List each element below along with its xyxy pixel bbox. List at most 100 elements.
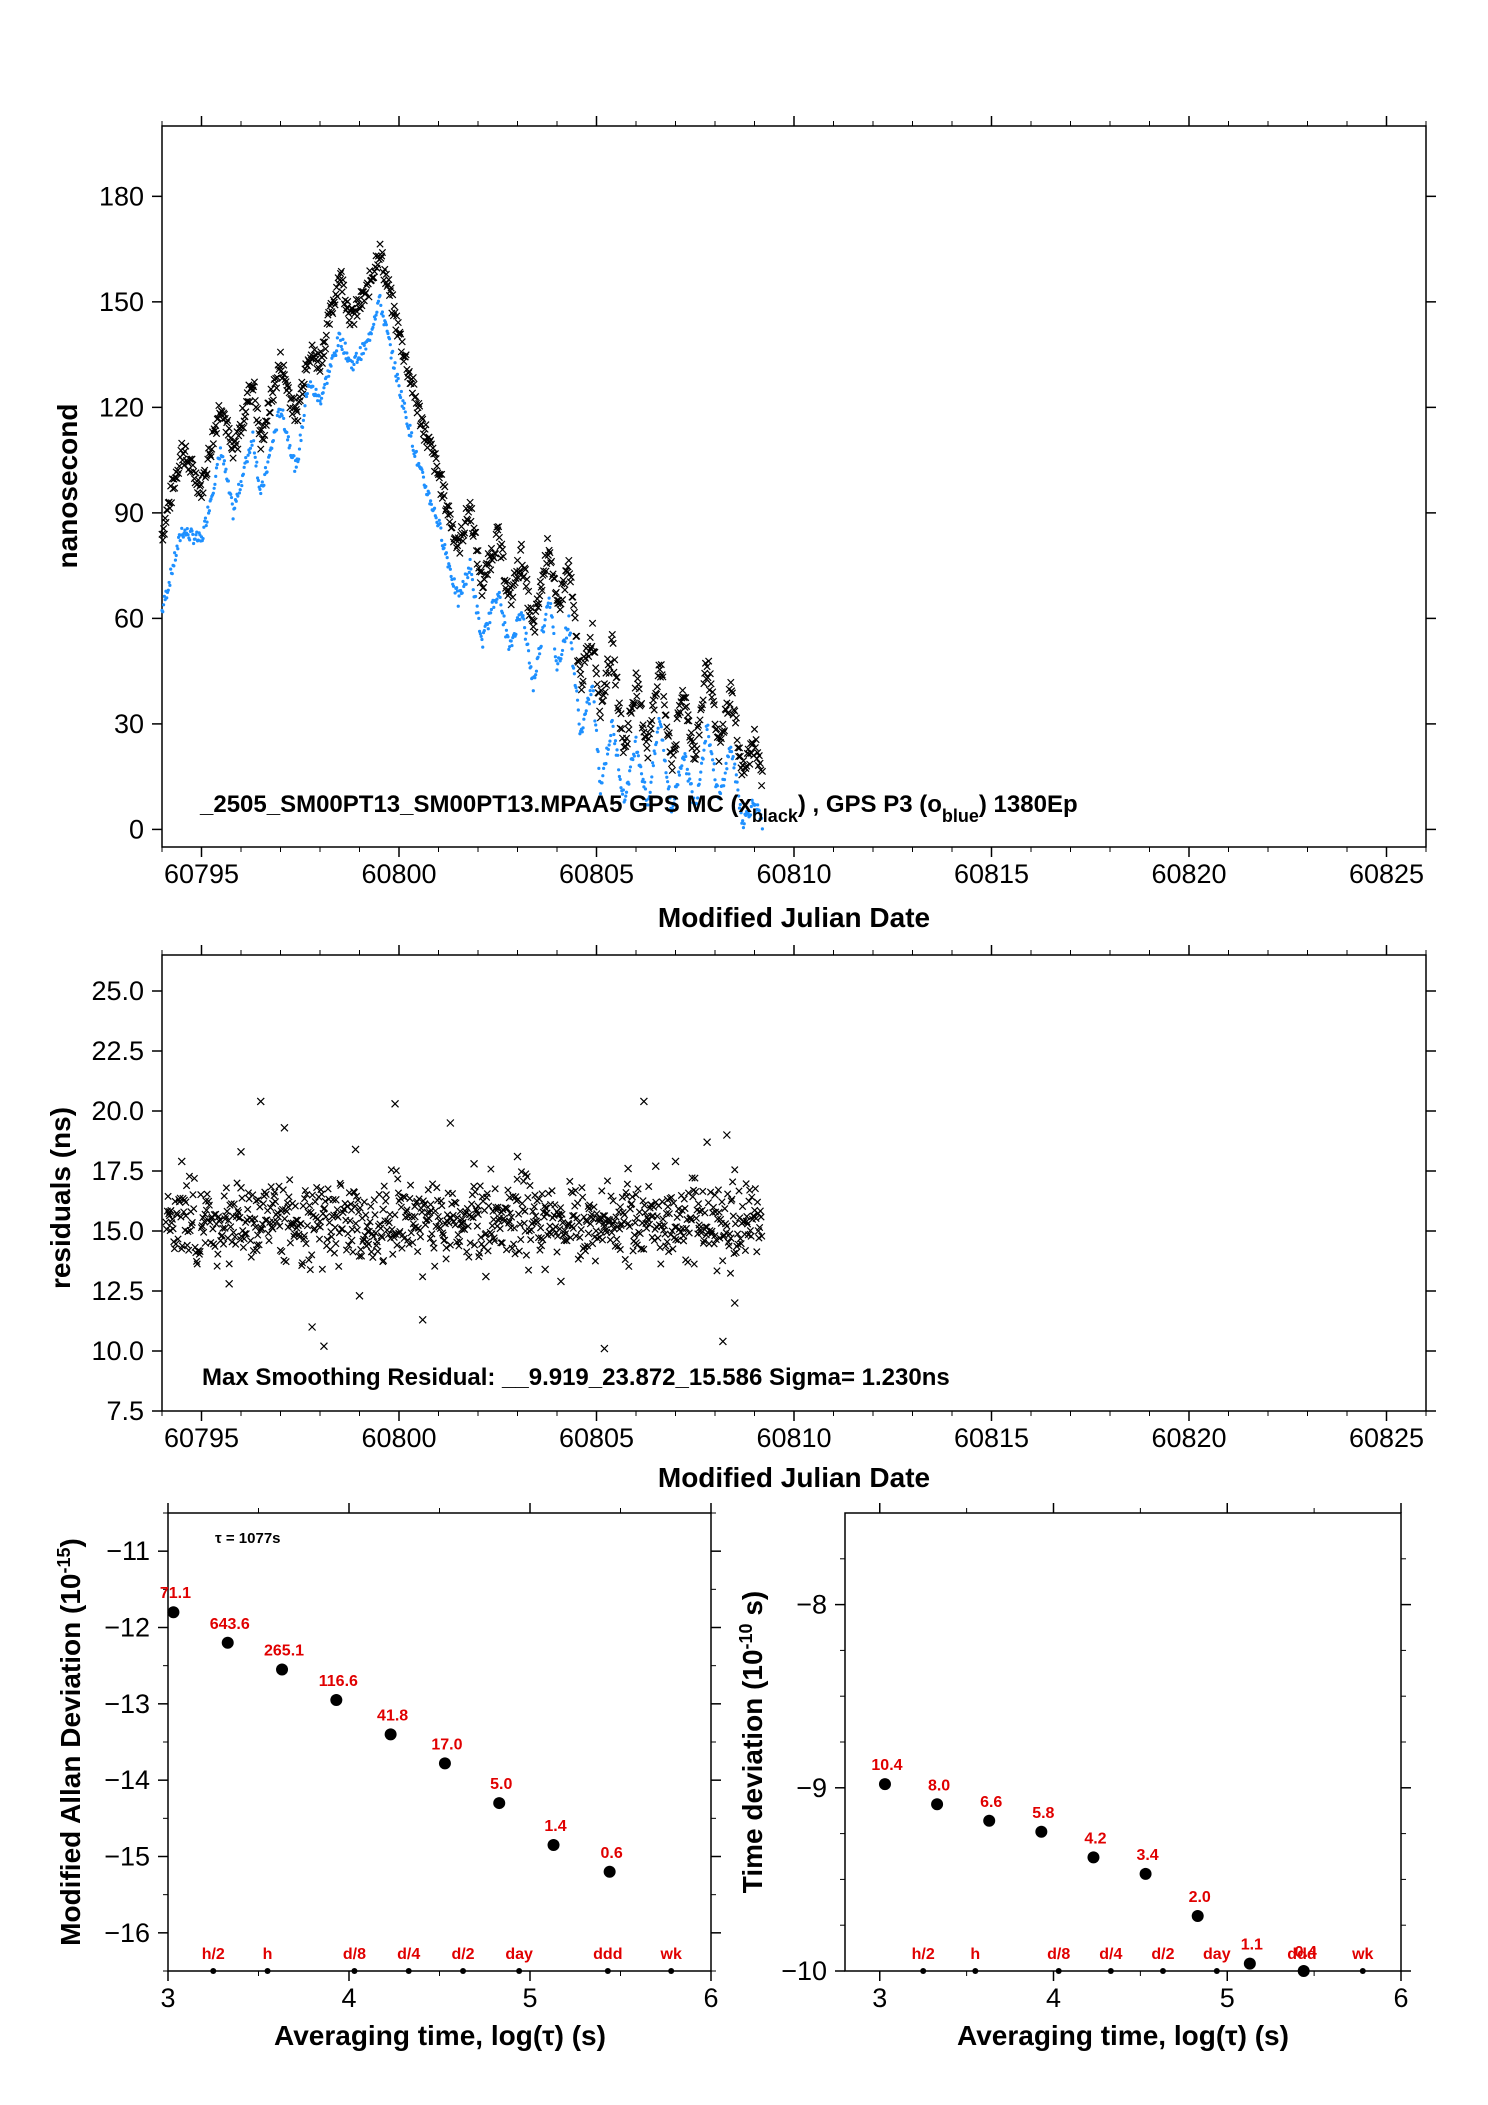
residual-point xyxy=(692,1214,700,1222)
phase-point-gps-p3 xyxy=(647,795,652,799)
phase-point-gps-p3 xyxy=(559,657,563,661)
phase-point-gps-mc xyxy=(592,664,600,672)
phase-point-gps-mc xyxy=(644,754,652,762)
phase-point-gps-mc xyxy=(668,766,676,775)
residual-point xyxy=(241,1230,249,1238)
phase-point-gps-p3 xyxy=(486,627,490,631)
phase-point-gps-p3 xyxy=(604,761,608,766)
residual-point xyxy=(484,1247,492,1255)
residuals-ticks xyxy=(152,945,1436,1421)
phase-point-gps-p3 xyxy=(471,588,475,592)
tdev-y-axis-title: Time deviation (10-10 s) xyxy=(736,1591,768,1894)
phase-point-gps-p3 xyxy=(548,605,552,609)
phase-point-gps-p3 xyxy=(551,625,555,629)
phase-point-gps-mc xyxy=(483,571,492,579)
residual-point xyxy=(254,1231,262,1239)
residual-point xyxy=(330,1211,338,1219)
residual-point xyxy=(687,1216,696,1224)
phase-point-gps-mc xyxy=(622,734,631,742)
phase-point-gps-p3 xyxy=(568,631,573,635)
phase-point-gps-p3 xyxy=(329,364,333,368)
residual-point xyxy=(308,1191,317,1199)
phase-point-gps-mc xyxy=(269,396,278,404)
phase-point-gps-mc xyxy=(675,701,684,710)
phase-point-gps-p3 xyxy=(646,803,650,807)
phase-point-gps-p3 xyxy=(593,719,597,723)
residual-point xyxy=(253,1241,261,1249)
residual-point xyxy=(421,1200,429,1208)
phase-point-gps-mc xyxy=(162,518,170,527)
residual-point xyxy=(416,1226,424,1235)
phase-point-gps-p3 xyxy=(374,313,378,317)
phase-point-gps-mc xyxy=(507,601,515,609)
phase-point-gps-mc xyxy=(728,689,737,697)
phase-point-gps-p3 xyxy=(215,462,219,467)
residual-point xyxy=(271,1188,279,1196)
phase-x-tick-label: 60800 xyxy=(361,859,436,889)
residual-point xyxy=(303,1221,312,1230)
phase-point-gps-p3 xyxy=(181,535,185,539)
phase-point-gps-p3 xyxy=(214,466,219,470)
phase-point-gps-p3 xyxy=(589,692,593,697)
phase-point-gps-p3 xyxy=(308,380,313,384)
phase-point-gps-p3 xyxy=(411,448,415,452)
mdev-tau-label: τ = 1077s xyxy=(215,1530,281,1547)
residual-point xyxy=(449,1211,457,1220)
mdev-point-label: 41.8 xyxy=(377,1707,408,1724)
phase-point-gps-p3 xyxy=(214,474,218,478)
residual-point xyxy=(662,1242,670,1250)
phase-point-gps-mc xyxy=(705,657,713,665)
phase-point-gps-p3 xyxy=(442,546,446,550)
phase-point-gps-p3 xyxy=(209,497,213,501)
residual-point xyxy=(535,1195,543,1203)
mdev-x-axis-title: Averaging time, log(τ) (s) xyxy=(274,2020,606,2051)
phase-point-gps-p3 xyxy=(402,406,406,410)
mdev-interval-label: wk xyxy=(660,1946,682,1963)
residual-point xyxy=(640,1201,649,1209)
phase-point-gps-p3 xyxy=(201,536,205,541)
residual-point xyxy=(502,1246,511,1254)
phase-point-gps-mc xyxy=(565,556,573,565)
phase-point-gps-mc xyxy=(704,673,712,682)
residual-point xyxy=(203,1190,211,1198)
phase-point-gps-p3 xyxy=(281,408,285,412)
mdev-y-tick-label: −14 xyxy=(104,1765,150,1795)
phase-point-gps-p3 xyxy=(176,535,181,540)
phase-point-gps-p3 xyxy=(299,438,303,443)
phase-point-gps-p3 xyxy=(632,754,637,758)
phase-point-gps-p3 xyxy=(544,612,548,616)
residual-point xyxy=(606,1236,614,1244)
residual-point xyxy=(305,1256,313,1264)
phase-point-gps-p3 xyxy=(410,431,414,435)
phase-x-tick-label: 60820 xyxy=(1151,859,1226,889)
phase-point-gps-p3 xyxy=(263,466,268,470)
residual-point xyxy=(318,1190,326,1198)
residual-point xyxy=(505,1217,513,1225)
phase-point-gps-p3 xyxy=(481,645,485,649)
phase-point-gps-p3 xyxy=(218,446,223,450)
residual-point xyxy=(392,1167,400,1175)
residual-point xyxy=(506,1209,514,1217)
residual-point xyxy=(612,1213,620,1221)
phase-point-gps-mc xyxy=(197,480,205,489)
residual-point xyxy=(569,1212,577,1220)
residuals-y-tick-label: 15.0 xyxy=(91,1216,144,1246)
phase-point-gps-p3 xyxy=(205,520,209,524)
phase-point-gps-mc xyxy=(460,531,468,539)
phase-point-gps-p3 xyxy=(582,717,586,721)
residual-point xyxy=(398,1244,406,1252)
phase-point-gps-mc xyxy=(512,574,520,583)
phase-point-gps-mc xyxy=(639,721,647,729)
phase-point-gps-p3 xyxy=(456,604,460,608)
residual-point xyxy=(547,1230,555,1238)
residual-point xyxy=(391,1230,400,1238)
residual-point xyxy=(690,1260,698,1268)
residual-point xyxy=(682,1224,691,1233)
tdev-x-tick-label: 3 xyxy=(872,1983,887,2013)
phase-point-gps-p3 xyxy=(652,749,656,753)
mdev-point xyxy=(276,1663,289,1676)
phase-point-gps-p3 xyxy=(617,768,621,772)
phase-point-gps-p3 xyxy=(206,505,210,509)
phase-point-gps-mc xyxy=(501,576,509,584)
phase-point-gps-p3 xyxy=(706,723,710,727)
